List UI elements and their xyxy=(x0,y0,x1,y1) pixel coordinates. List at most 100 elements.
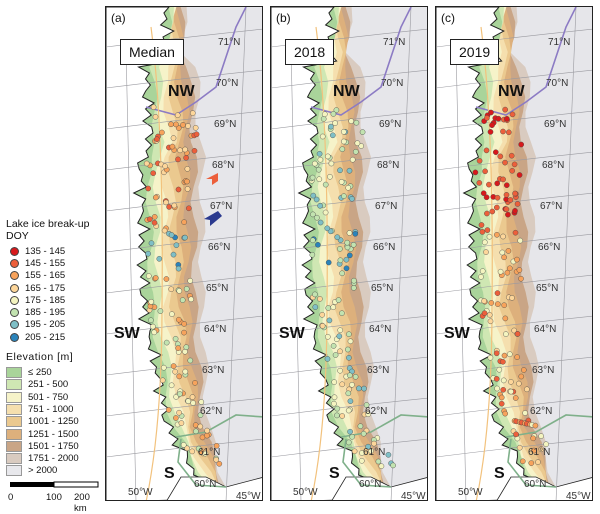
lake-point xyxy=(520,458,526,465)
latitude-line xyxy=(271,69,427,89)
lake-point xyxy=(181,329,187,336)
lake-point xyxy=(497,153,504,160)
lake-point xyxy=(531,447,537,454)
lake-point xyxy=(343,265,350,272)
lake-point xyxy=(503,331,509,337)
lake-point xyxy=(168,232,175,238)
legend-doy-label: 175 - 185 xyxy=(25,294,66,306)
lake-point xyxy=(496,366,503,373)
lake-point xyxy=(507,351,513,358)
region-label-nw: NW xyxy=(333,83,360,100)
latitude-line xyxy=(436,397,592,417)
latitude-line xyxy=(436,438,592,458)
panel-letter: (b) xyxy=(276,11,291,25)
legend-dot xyxy=(10,308,19,318)
lake-point xyxy=(346,230,353,236)
panel-title: 2019 xyxy=(450,39,500,65)
longitude-line xyxy=(290,46,302,500)
lake-point xyxy=(157,308,164,314)
lake-point xyxy=(345,390,352,397)
lake-point xyxy=(514,354,520,360)
lake-point xyxy=(516,380,522,387)
latitude-label: 65°N xyxy=(536,283,559,294)
lake-point xyxy=(500,233,506,240)
lake-point xyxy=(346,354,352,361)
lake-point xyxy=(310,192,317,199)
lake-point xyxy=(359,129,366,135)
lake-point xyxy=(181,219,187,225)
latitude-label: 67°N xyxy=(540,201,563,212)
latitude-line xyxy=(436,192,592,212)
latitude-label: 71°N xyxy=(383,37,406,48)
legend-doy-row: 165 - 175 xyxy=(6,282,102,294)
lake-point xyxy=(145,250,151,257)
latitude-line xyxy=(271,192,427,212)
lake-point xyxy=(188,296,194,303)
lake-point xyxy=(163,276,170,282)
lake-point xyxy=(538,433,544,439)
lake-point xyxy=(332,352,339,358)
lake-point xyxy=(500,358,506,365)
lake-point xyxy=(512,229,519,236)
lake-point xyxy=(344,239,350,246)
lake-point xyxy=(161,227,168,234)
latitude-label: 69°N xyxy=(379,119,402,130)
lake-point xyxy=(197,423,204,430)
lake-point xyxy=(170,251,177,258)
lake-point xyxy=(322,111,328,117)
lake-point xyxy=(328,160,335,167)
latitude-line xyxy=(436,356,592,376)
lake-point xyxy=(358,143,364,149)
lake-point xyxy=(213,456,219,463)
lake-point xyxy=(483,194,490,201)
lake-point xyxy=(478,222,485,228)
lake-point xyxy=(513,431,519,438)
legend-swatch xyxy=(6,391,22,403)
legend-elevation-label: 1001 - 1250 xyxy=(28,416,79,428)
lake-point xyxy=(363,402,370,408)
latitude-label: 62°N xyxy=(365,406,388,417)
latitude-line xyxy=(271,438,427,458)
ice-margin-line xyxy=(145,26,163,500)
lake-point xyxy=(161,364,167,371)
lake-point xyxy=(175,265,182,272)
lake-point xyxy=(174,112,181,118)
lake-point xyxy=(315,241,321,248)
lake-point xyxy=(320,116,327,122)
lake-point xyxy=(486,312,493,318)
latitude-line xyxy=(106,192,262,212)
lake-point xyxy=(159,129,165,136)
lake-point xyxy=(511,327,517,334)
lake-point xyxy=(353,119,360,126)
lake-point xyxy=(352,373,359,380)
lake-point xyxy=(365,443,371,450)
latitude-line xyxy=(271,233,427,253)
lake-point xyxy=(359,457,365,464)
lake-point xyxy=(334,412,340,419)
lake-point xyxy=(184,166,191,172)
lake-point xyxy=(371,440,377,447)
legend-doy-row: 135 - 145 xyxy=(6,245,102,257)
legend-elevation-row: 251 - 500 xyxy=(6,379,102,391)
lake-point xyxy=(204,432,210,439)
lake-point xyxy=(509,111,516,118)
region-label-s: S xyxy=(164,465,175,482)
ice-margin-line xyxy=(475,26,493,500)
lake-point xyxy=(185,398,192,405)
latitude-label: 66°N xyxy=(538,242,561,253)
lake-point xyxy=(148,317,154,324)
lake-point xyxy=(185,123,191,129)
lake-point xyxy=(482,168,488,175)
lake-point xyxy=(511,161,518,168)
lake-point xyxy=(346,167,353,174)
lake-point xyxy=(313,196,320,203)
latitude-label: 65°N xyxy=(371,283,394,294)
lake-point xyxy=(175,156,181,163)
legend-swatch xyxy=(6,465,22,477)
lake-point xyxy=(487,129,494,135)
latitude-line xyxy=(436,69,592,89)
lake-point xyxy=(378,463,385,470)
lake-point xyxy=(522,410,528,416)
lake-point xyxy=(176,316,182,323)
lake-point xyxy=(360,430,367,437)
